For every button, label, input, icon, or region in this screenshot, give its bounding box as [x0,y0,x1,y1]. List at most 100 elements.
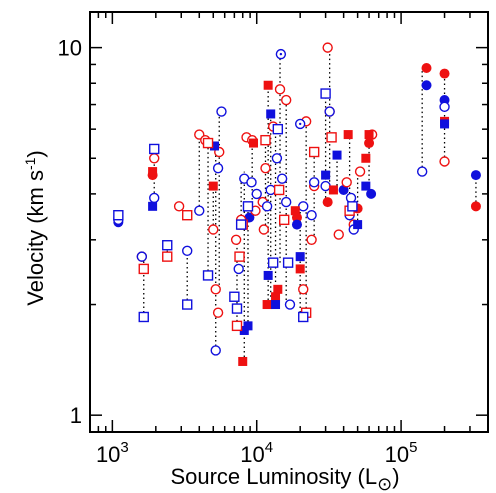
y-tick-label: 10 [58,36,82,61]
circle-center-dot [279,52,283,56]
open-square-point [273,184,285,196]
open-square-point [138,311,149,323]
data-points [113,42,481,366]
x-axis-title-text: Source Luminosity (L [170,464,377,489]
open-circle-point [416,166,428,177]
open-square-point [231,303,243,314]
filled-square-point [295,252,305,262]
open-circle-point [271,153,283,164]
open-circle-point [280,94,292,106]
y-axis-title: Velocity (km s-1) [22,150,48,305]
open-square-point [162,240,173,251]
y-tick-label: 1 [70,403,82,428]
open-circle-point [280,196,292,208]
open-square-point [229,291,240,302]
open-circle-point [354,166,366,177]
open-square-point [308,146,320,158]
filled-square-point [263,270,273,280]
x-axis-title-sun: ⊙ [377,474,392,493]
open-circle-point [212,162,224,174]
filled-square-point [290,206,300,216]
open-circle-point [136,251,148,262]
x-tick-label: 104 [240,439,273,467]
open-square-point [320,88,331,99]
y-axis-title-text: Velocity (km s [23,170,48,306]
open-circle-point [341,177,352,188]
open-circle-point [208,224,219,235]
open-square-point [347,201,358,212]
filled-square-point [353,220,363,230]
open-circle-point [194,205,205,216]
x-tick-exponent: 5 [409,439,417,456]
filled-circle-point [470,170,481,181]
open-circle-point [320,180,331,192]
open-circle-point [261,201,273,212]
open-square-point [202,137,214,149]
filled-square-point [361,181,371,191]
open-circle-point [298,284,309,295]
filled-circle-point [421,63,432,74]
open-circle-point [258,224,270,235]
filled-square-point [208,181,218,191]
x-tick-exponent: 3 [120,439,128,456]
open-circle-point [149,192,160,204]
open-square-point [242,201,254,212]
filled-circle-point [366,188,377,199]
open-square-point [182,210,193,221]
filled-square-point [210,141,220,151]
filled-circle-point [322,197,333,208]
y-axis-title-sup: -1 [22,157,38,170]
open-circle-point [265,184,276,196]
open-circle-point [322,42,333,53]
filled-square-point [364,130,374,140]
open-circle-point [276,173,288,184]
filled-circle-point [291,219,302,230]
filled-square-point [263,80,273,90]
open-square-point [234,251,245,262]
open-square-point [231,320,243,332]
open-circle-point [439,101,450,113]
open-circle-point [345,192,357,204]
open-circle-point [216,106,227,117]
filled-square-point [148,201,158,211]
open-circle-point [149,153,160,164]
open-square-point [138,263,149,275]
filled-square-point [262,300,272,310]
open-square-point [162,251,173,262]
open-circle-point [324,106,335,117]
y-axis-title-close: ) [23,150,48,157]
open-square-point [298,311,309,323]
open-square-point [113,210,124,221]
filled-circle-point [470,201,481,212]
open-circle-point [173,201,185,212]
x-tick-label: 103 [96,439,129,467]
open-square-point [149,143,160,155]
open-circle-point [182,245,193,257]
filled-square-point [271,300,281,310]
open-circle-point [298,201,309,212]
filled-square-point [273,284,283,294]
open-circle-point [260,162,271,174]
circle-center-dot [298,122,302,126]
open-square-point [326,132,337,143]
filled-square-point [238,356,248,366]
open-circle-point [284,299,296,310]
open-circle-point [439,156,450,167]
filled-square-point [440,119,450,129]
open-circle-point [212,307,224,318]
filled-square-point [321,170,331,180]
open-circle-point [246,177,257,188]
open-square-point [235,219,247,230]
open-circle-point [251,188,262,200]
filled-square-point [332,150,342,160]
x-tick-exponent: 4 [265,439,273,456]
open-square-point [267,257,279,268]
filled-circle-point [439,68,450,79]
filled-square-point [343,130,353,140]
open-circle-point [306,210,317,221]
filled-circle-point [421,80,432,91]
open-square-point [279,214,290,226]
filled-square-point [148,167,158,177]
